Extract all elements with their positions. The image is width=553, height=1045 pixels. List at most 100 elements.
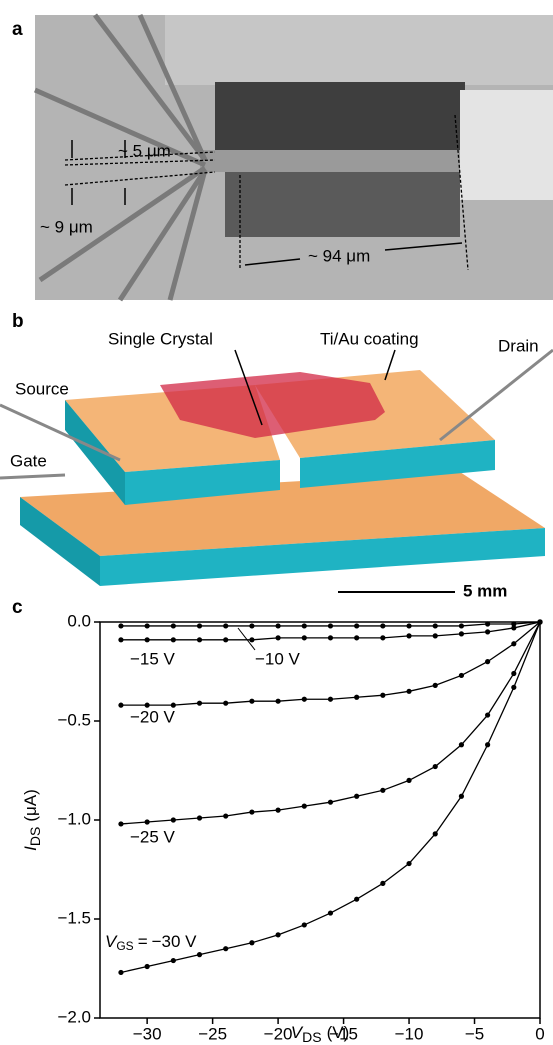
data-point — [433, 764, 438, 769]
data-point — [433, 683, 438, 688]
data-point — [406, 861, 411, 866]
data-point — [380, 788, 385, 793]
data-point — [249, 699, 254, 704]
data-point — [223, 701, 228, 706]
scale-label: 5 mm — [463, 581, 507, 600]
annotation: Drain — [498, 336, 539, 355]
data-point — [145, 623, 150, 628]
data-point — [118, 821, 123, 826]
electrode — [225, 172, 460, 237]
y-tick-label: −1.5 — [57, 908, 91, 927]
gap — [460, 90, 553, 200]
panel-label: a — [12, 19, 23, 40]
data-point — [537, 619, 542, 624]
electrode — [215, 82, 465, 150]
data-point — [118, 970, 123, 975]
data-point — [275, 699, 280, 704]
y-tick-label: 0.0 — [67, 611, 91, 630]
crystal — [200, 150, 470, 172]
data-point — [511, 671, 516, 676]
data-point — [197, 815, 202, 820]
data-point — [328, 800, 333, 805]
curve-label: −15 V — [130, 649, 176, 668]
x-tick-label: −5 — [465, 1024, 484, 1043]
data-point — [223, 637, 228, 642]
data-point — [354, 794, 359, 799]
y-tick-label: −2.0 — [57, 1007, 91, 1026]
pad-region — [165, 15, 553, 85]
x-tick-label: −25 — [198, 1024, 227, 1043]
data-point — [380, 635, 385, 640]
data-point — [197, 623, 202, 628]
data-point — [118, 703, 123, 708]
data-point — [406, 633, 411, 638]
y-axis-label: IDS(μA) — [21, 789, 42, 851]
y-sub: DS — [27, 827, 43, 846]
data-point — [302, 635, 307, 640]
curve — [121, 622, 540, 705]
series-name: −30 V — [152, 932, 198, 951]
data-point — [511, 641, 516, 646]
data-point — [223, 813, 228, 818]
page: a ~ 5 μm ~ 9 μm ~ 94 μm b Single Crystal… — [0, 0, 553, 1045]
data-point — [197, 637, 202, 642]
data-point — [433, 633, 438, 638]
data-point — [118, 637, 123, 642]
data-point — [485, 629, 490, 634]
data-point — [459, 673, 464, 678]
data-point — [145, 819, 150, 824]
data-point — [511, 685, 516, 690]
data-point — [249, 809, 254, 814]
data-point — [354, 897, 359, 902]
data-point — [275, 808, 280, 813]
annotation: ~ 94 μm — [308, 246, 370, 265]
data-point — [171, 817, 176, 822]
data-point — [406, 623, 411, 628]
x-tick-label: −15 — [329, 1024, 358, 1043]
y-tick-label: −0.5 — [57, 710, 91, 729]
data-point — [171, 958, 176, 963]
data-point — [485, 712, 490, 717]
curve-label: −10 V — [255, 649, 301, 668]
data-point — [380, 881, 385, 886]
panel-label: c — [12, 597, 23, 618]
data-point — [118, 623, 123, 628]
vgs-sub: GS — [116, 939, 133, 953]
annotation: Single Crystal — [108, 329, 213, 348]
data-point — [459, 794, 464, 799]
data-point — [302, 697, 307, 702]
data-point — [275, 635, 280, 640]
data-point — [197, 701, 202, 706]
curve-label: −25 V — [130, 827, 176, 846]
panel-label: b — [12, 311, 24, 332]
annotation: ~ 5 μm — [118, 141, 171, 160]
data-point — [459, 742, 464, 747]
data-point — [485, 621, 490, 626]
data-point — [171, 623, 176, 628]
x-sub: DS — [302, 1029, 321, 1045]
data-point — [354, 635, 359, 640]
data-point — [485, 659, 490, 664]
y-unit: (μA) — [21, 789, 40, 821]
data-point — [275, 932, 280, 937]
data-point — [249, 637, 254, 642]
data-point — [459, 623, 464, 628]
data-point — [433, 623, 438, 628]
data-point — [406, 689, 411, 694]
data-point — [433, 831, 438, 836]
annotation: Gate — [10, 451, 47, 470]
data-point — [459, 631, 464, 636]
data-point — [380, 693, 385, 698]
data-point — [302, 623, 307, 628]
vgs-eq: = — [138, 932, 148, 951]
curve — [121, 622, 540, 972]
curve-label: −20 V — [130, 707, 176, 726]
data-point — [328, 623, 333, 628]
data-point — [302, 804, 307, 809]
data-point — [275, 623, 280, 628]
data-point — [328, 697, 333, 702]
data-point — [145, 637, 150, 642]
annotation: Ti/Au coating — [320, 329, 419, 348]
y-tick-label: −1.0 — [57, 809, 91, 828]
curve-label: VGS=−30 V — [105, 932, 197, 953]
